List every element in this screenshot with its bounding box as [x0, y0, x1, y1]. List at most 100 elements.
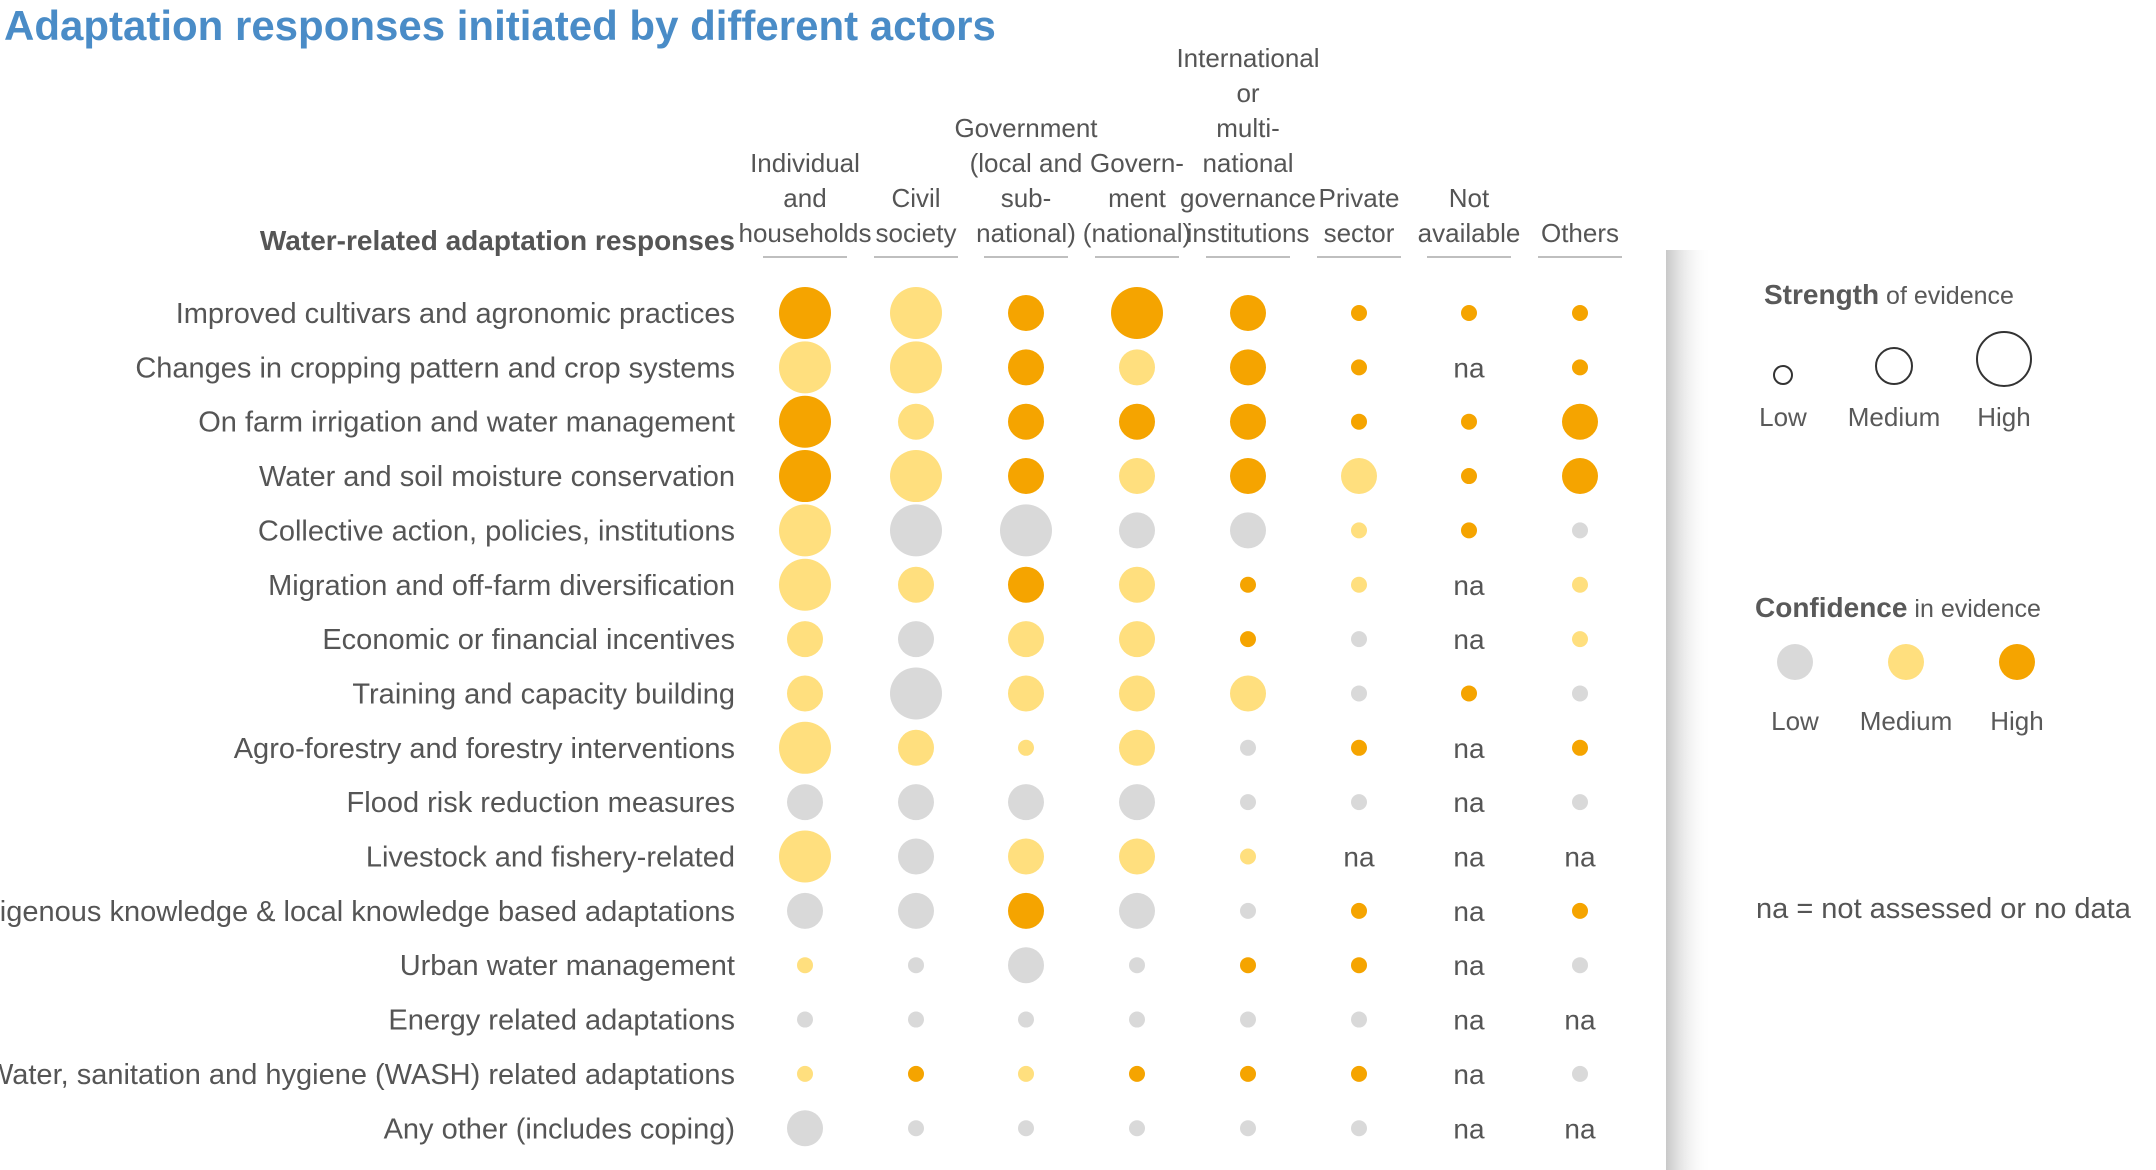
bubble-mark	[1351, 739, 1367, 756]
confidence-legend-circle	[1777, 644, 1813, 680]
bubble-mark	[1230, 295, 1266, 331]
na-cell: na	[1453, 624, 1485, 655]
row-label: Energy related adaptations	[388, 1005, 735, 1037]
column-header-line: (national)	[1083, 218, 1191, 248]
confidence-legend-label: Medium	[1860, 706, 1952, 736]
bubble-mark	[1351, 631, 1367, 648]
bubble-mark	[1240, 902, 1256, 919]
column-header-line: multi-	[1216, 113, 1280, 143]
bubble-mark	[1111, 287, 1163, 339]
row-label: Livestock and fishery-related	[366, 842, 735, 874]
table-row: Water, sanitation and hygiene (WASH) rel…	[0, 1059, 1588, 1091]
bubble-mark	[797, 1065, 813, 1082]
column-header-line: Government	[954, 113, 1098, 143]
bubble-mark	[1351, 359, 1367, 376]
column-header-line: or	[1236, 78, 1259, 108]
bubble-mark	[1119, 621, 1155, 658]
bubble-mark	[1572, 359, 1588, 376]
bubble-mark	[1119, 729, 1155, 766]
table-row: Agro-forestry and forestry interventions…	[234, 721, 1588, 774]
bubble-mark	[787, 621, 823, 658]
row-label: Water, sanitation and hygiene (WASH) rel…	[0, 1059, 735, 1091]
bubble-mark	[1572, 1065, 1588, 1082]
column-header-line: Others	[1541, 218, 1619, 248]
row-label: Collective action, policies, institution…	[258, 515, 735, 547]
column-header-line: ment	[1108, 183, 1167, 213]
na-cell: na	[1564, 1005, 1596, 1036]
table-row: Migration and off-farm diversification na	[268, 558, 1588, 611]
bubble-mark	[1018, 739, 1034, 756]
column-header-line: Not	[1449, 183, 1490, 213]
column-header-line: institutions	[1187, 218, 1310, 248]
bubble-mark	[1008, 675, 1044, 712]
na-cell: na	[1564, 842, 1596, 873]
row-label: Migration and off-farm diversification	[268, 570, 735, 602]
na-cell: na	[1453, 950, 1485, 981]
bubble-mark	[779, 450, 831, 503]
table-row: Urban water management na	[400, 947, 1588, 984]
na-cell: na	[1564, 1113, 1596, 1144]
bubble-mark	[1119, 566, 1155, 603]
bubble-mark	[908, 1065, 924, 1082]
column-header: Civil society	[874, 183, 958, 258]
bubble-mark	[1240, 957, 1256, 974]
table-row: Training and capacity building	[352, 667, 1588, 720]
bubble-mark	[1230, 403, 1266, 440]
column-header-line: society	[876, 218, 957, 248]
column-header: Government (local and sub-national)	[954, 113, 1098, 258]
bubble-mark	[1351, 576, 1367, 593]
bubble-mark	[1119, 403, 1155, 440]
bubble-mark	[1000, 504, 1052, 557]
bubble-mark	[1240, 576, 1256, 593]
bubble-mark	[1008, 566, 1044, 603]
bubble-mark	[1008, 892, 1044, 929]
bubble-mark	[1129, 1065, 1145, 1082]
bubble-mark	[898, 838, 934, 875]
bubble-mark	[1240, 1120, 1256, 1137]
column-header-line: sector	[1324, 218, 1395, 248]
table-row: Any other (includes coping) na na	[384, 1110, 1596, 1147]
strength-legend-circle	[1976, 331, 2032, 387]
bubble-mark	[908, 957, 924, 974]
bubble-mark	[1008, 403, 1044, 440]
confidence-legend-label: Low	[1771, 706, 1819, 736]
na-legend-note: na = not assessed or no data	[1756, 893, 2132, 925]
column-header-line: Private	[1319, 183, 1400, 213]
column-header: Others	[1538, 218, 1622, 258]
bubble-mark	[1572, 739, 1588, 756]
bubble-mark	[1240, 1011, 1256, 1028]
strength-legend-title: Strength of evidence	[1764, 279, 2014, 310]
row-label: Training and capacity building	[352, 678, 735, 710]
bubble-mark	[1572, 794, 1588, 811]
bubble-mark	[1351, 685, 1367, 702]
na-cell: na	[1453, 787, 1485, 818]
column-header: Govern-ment (national)	[1083, 148, 1191, 258]
bubble-mark	[779, 830, 831, 883]
bubble-mark	[1230, 512, 1266, 549]
na-cell: na	[1453, 733, 1485, 764]
strength-legend-circle	[1773, 365, 1793, 385]
bubble-mark	[779, 558, 831, 611]
bubble-mark	[1351, 1120, 1367, 1137]
column-header: Individual and households	[739, 148, 872, 258]
bubble-mark	[787, 675, 823, 712]
column-header-line: sub-	[1001, 183, 1052, 213]
na-cell: na	[1453, 896, 1485, 927]
bubble-mark	[1008, 838, 1044, 875]
column-header-line: (local and	[970, 148, 1083, 178]
bubble-mark	[1240, 1065, 1256, 1082]
column-header-line: Govern-	[1090, 148, 1184, 178]
column-header-line: Civil	[891, 183, 940, 213]
row-label: Urban water management	[400, 950, 735, 982]
bubble-mark	[1351, 413, 1367, 430]
confidence-legend-label: High	[1990, 706, 2043, 736]
table-row: Indigenous knowledge & local knowledge b…	[0, 892, 1588, 929]
row-label: Any other (includes coping)	[384, 1113, 735, 1145]
row-label: Improved cultivars and agronomic practic…	[176, 298, 735, 330]
confidence-legend-title: Confidence in evidence	[1755, 592, 2041, 623]
na-cell: na	[1453, 1005, 1485, 1036]
row-label: On farm irrigation and water management	[198, 407, 735, 439]
bubble-mark	[1008, 458, 1044, 495]
bubble-mark	[1008, 621, 1044, 658]
